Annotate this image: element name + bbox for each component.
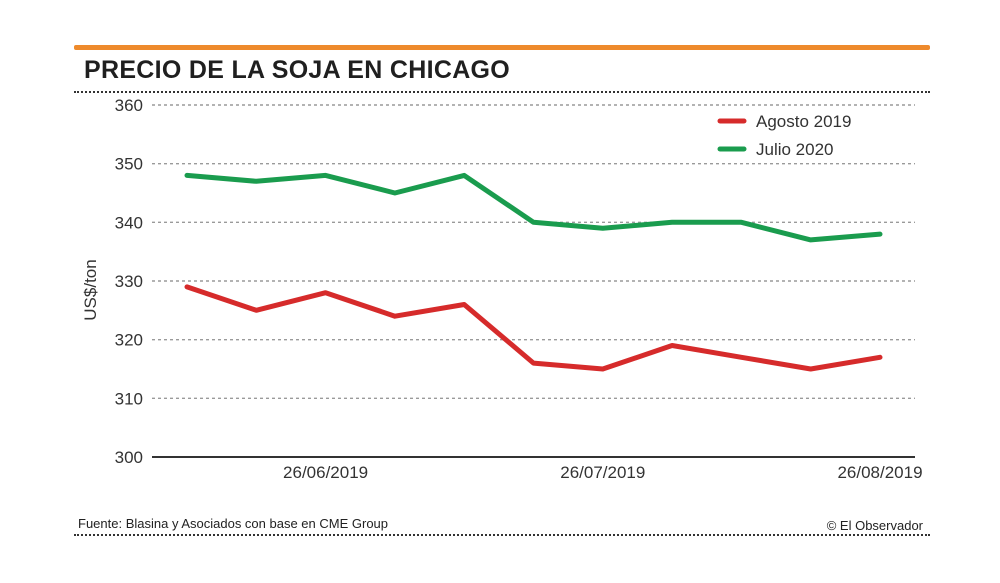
title-divider [74, 91, 930, 93]
y-tick-label: 350 [115, 155, 143, 174]
publisher-credit: © El Observador [826, 518, 923, 533]
series-line [184, 172, 883, 243]
footer-divider [74, 534, 930, 536]
source-note: Fuente: Blasina y Asociados con base en … [78, 516, 389, 531]
legend-label: Agosto 2019 [756, 112, 851, 131]
chart-title: PRECIO DE LA SOJA EN CHICAGO [84, 56, 511, 84]
y-tick-label: 340 [115, 213, 143, 232]
y-axis-ticks: 300 310 320 330 340 350 360 [115, 96, 143, 467]
x-tick-label: 26/08/2019 [837, 463, 922, 482]
y-tick-label: 310 [115, 389, 143, 408]
y-tick-label: 330 [115, 272, 143, 291]
y-tick-label: 320 [115, 331, 143, 350]
y-tick-label: 360 [115, 96, 143, 115]
y-tick-label: 300 [115, 448, 143, 467]
x-tick-label: 26/07/2019 [560, 463, 645, 482]
header-rule [74, 45, 930, 50]
legend-label: Julio 2020 [756, 140, 834, 159]
x-axis-ticks: 26/06/2019 26/07/2019 26/08/2019 [283, 463, 922, 482]
x-tick-label: 26/06/2019 [283, 463, 368, 482]
series-lines [184, 172, 883, 372]
gridlines [152, 104, 915, 400]
legend: Agosto 2019 Julio 2020 [717, 112, 851, 159]
series-line [184, 284, 883, 372]
y-axis-label: US$/ton [81, 259, 100, 320]
